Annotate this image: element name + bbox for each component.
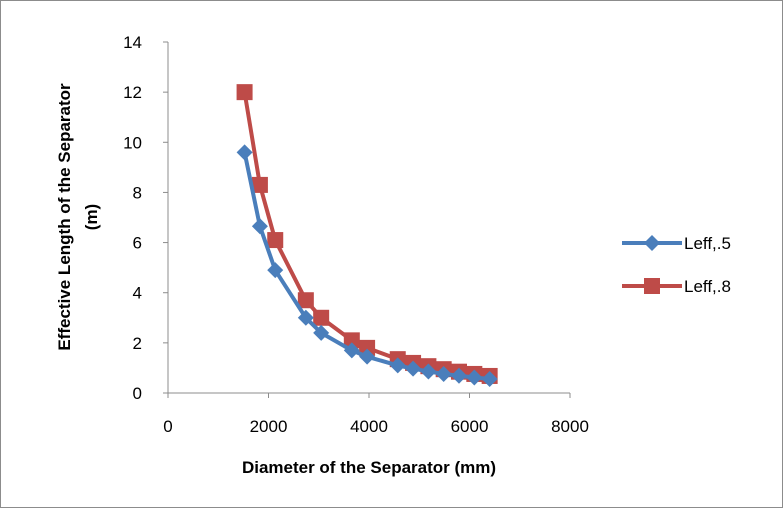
x-axis-title: Diameter of the Separator (mm)	[242, 458, 496, 477]
data-point-square	[267, 232, 284, 249]
data-point-diamond	[420, 363, 437, 380]
legend-marker-diamond	[644, 235, 660, 251]
y-tick-label: 0	[133, 384, 142, 403]
data-point-diamond	[297, 309, 314, 326]
data-point-diamond	[435, 365, 452, 382]
y-tick-label: 8	[133, 183, 142, 202]
data-point-square	[313, 309, 330, 326]
data-point-diamond	[466, 369, 483, 386]
data-point-diamond	[313, 324, 330, 341]
legend-label-leff-08: Leff,.8	[684, 277, 731, 296]
data-point-diamond	[481, 370, 498, 387]
legend-label-leff-05: Leff,.5	[684, 234, 731, 253]
data-point-diamond	[359, 348, 376, 365]
x-tick-label: 6000	[451, 417, 489, 436]
y-tick-labels: 0 2 4 6 8 10 12 14	[123, 33, 168, 403]
data-point-diamond	[236, 144, 253, 161]
x-tick-label: 0	[163, 417, 172, 436]
legend-item-leff-05: Leff,.5	[622, 234, 731, 253]
y-tick-label: 2	[133, 334, 142, 353]
data-point-diamond	[405, 360, 422, 377]
data-point-diamond	[267, 262, 284, 279]
y-axis-title-line2: (m)	[82, 204, 101, 230]
x-tick-label: 8000	[551, 417, 589, 436]
data-point-diamond	[251, 218, 268, 235]
data-point-square	[359, 339, 376, 356]
series-layer	[236, 84, 498, 387]
y-axis-title-line1: Effective Length of the Separator	[55, 83, 74, 351]
y-tick-label: 14	[123, 33, 142, 52]
x-tick-label: 2000	[250, 417, 288, 436]
y-tick-label: 4	[133, 284, 142, 303]
x-tick-labels: 0 2000 4000 6000 8000	[163, 393, 589, 436]
series-leff-05	[236, 144, 498, 387]
x-tick-label: 4000	[350, 417, 388, 436]
data-point-square	[343, 332, 360, 349]
series-leff-08	[236, 84, 498, 384]
y-tick-label: 10	[123, 133, 142, 152]
legend: Leff,.5 Leff,.8	[622, 234, 731, 296]
legend-marker-square	[644, 278, 660, 294]
data-point-diamond	[389, 357, 406, 374]
data-point-diamond	[450, 367, 467, 384]
data-point-square	[251, 176, 268, 193]
legend-item-leff-08: Leff,.8	[622, 277, 731, 296]
data-point-diamond	[343, 342, 360, 359]
y-tick-label: 6	[133, 234, 142, 253]
data-point-square	[297, 292, 314, 309]
data-point-square	[236, 84, 253, 101]
y-tick-label: 12	[123, 83, 142, 102]
